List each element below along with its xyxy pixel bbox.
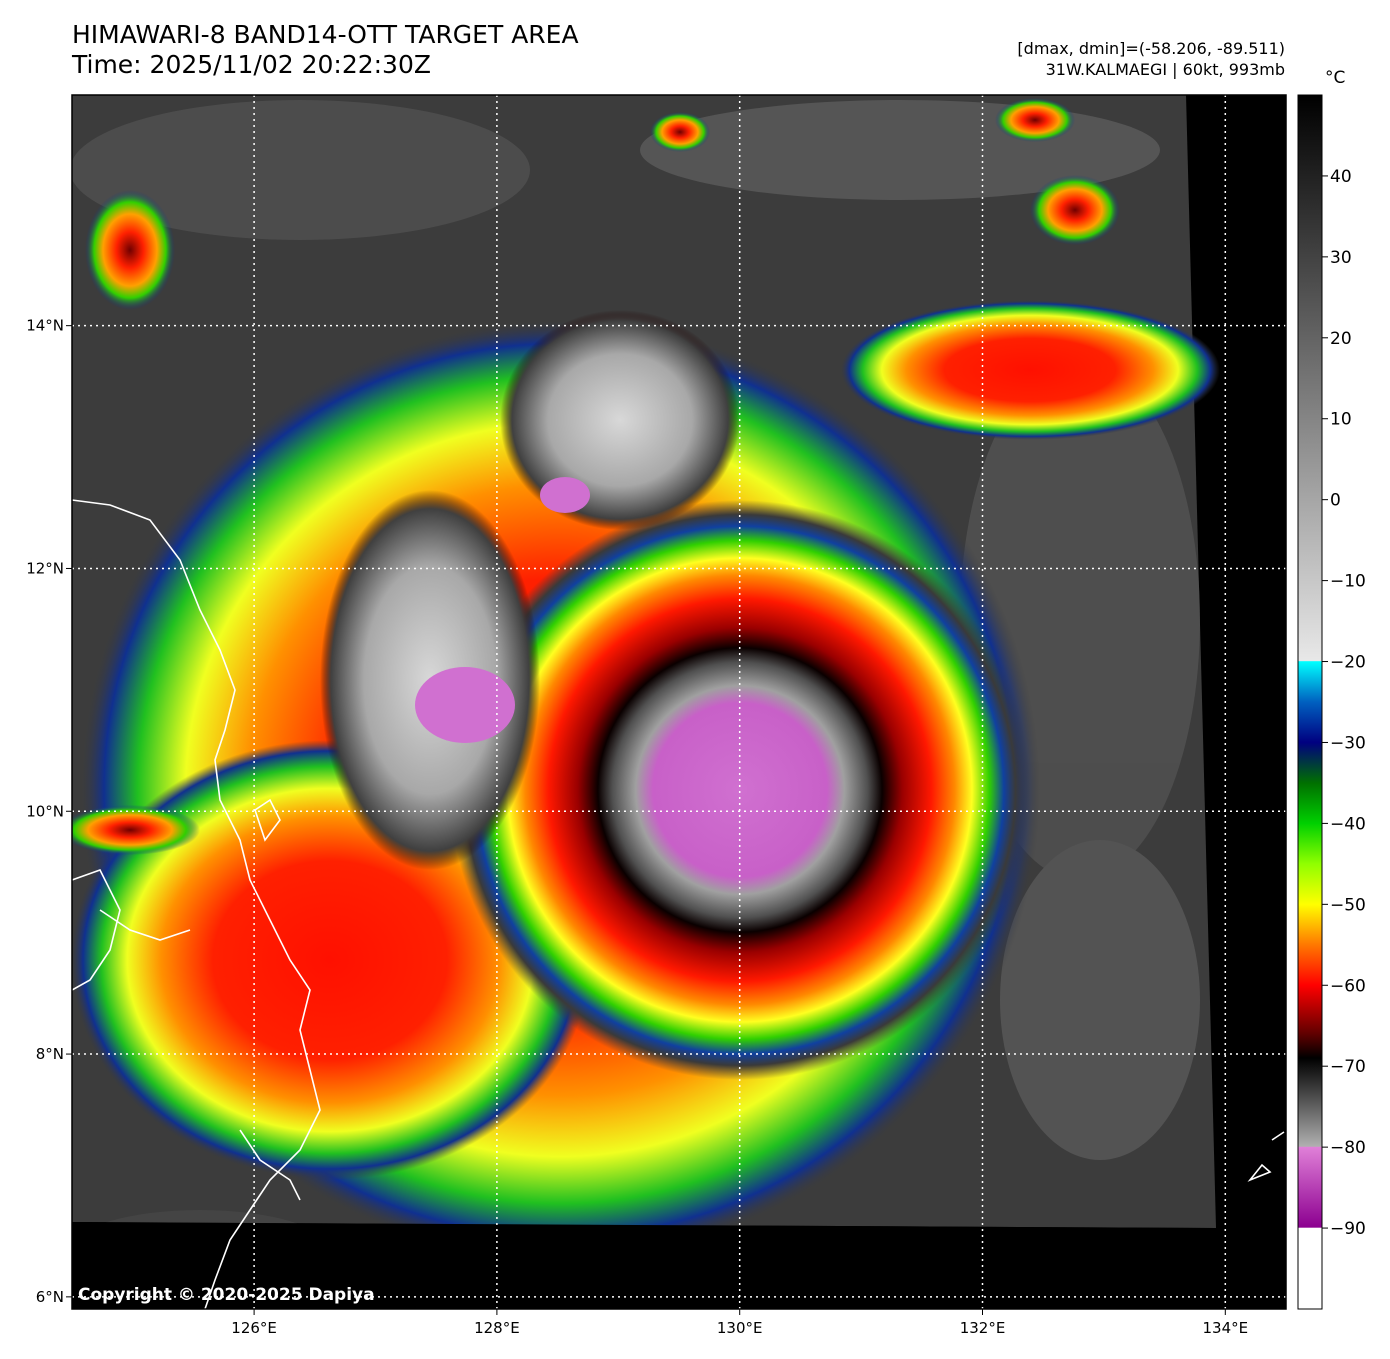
colorbar-tick-label: −80 (1330, 1138, 1366, 1158)
latitude-labels: 6°N 8°N 10°N 12°N 14°N (26, 317, 72, 1306)
colorbar: 40 30 20 10 0 −10 −20 −30 −40 −50 −60 −70 −80 −90 (1297, 94, 1366, 1310)
convective-cell-west (72, 805, 200, 855)
colorbar-tick-label: −30 (1330, 733, 1366, 753)
title-line-time: Time: 2025/11/02 20:22:30Z (72, 50, 431, 79)
colorbar-tick-label: −50 (1330, 895, 1366, 915)
lat-tick-label: 8°N (36, 1045, 64, 1063)
storm-info: [dmax, dmin]=(-58.206, -89.511) 31W.KALM… (1017, 38, 1285, 80)
colorbar-tick-label: 10 (1330, 410, 1352, 430)
lat-tick-label: 14°N (26, 317, 64, 335)
colorbar-tick-label: −70 (1330, 1057, 1366, 1077)
colorbar-tick-label: 30 (1330, 248, 1352, 268)
colorbar-tick-label: −20 (1330, 653, 1366, 673)
map-frame (71, 94, 1287, 1310)
colorbar-tick-label: 0 (1330, 491, 1341, 511)
satellite-image (72, 95, 1286, 1309)
lon-tick-label: 126°E (231, 1319, 277, 1337)
north-cold-top (540, 477, 590, 513)
lon-tick-label: 134°E (1202, 1319, 1248, 1337)
lon-tick-label: 130°E (717, 1319, 763, 1337)
lat-tick-label: 6°N (36, 1288, 64, 1306)
north-convective-tower (500, 310, 740, 530)
colorbar-ticks: 40 30 20 10 0 −10 −20 −30 −40 −50 −60 −70 −80 −90 (1322, 167, 1366, 1239)
longitude-labels: 126°E 128°E 130°E 132°E 134°E (231, 1309, 1248, 1337)
title-line-product: HIMAWARI-8 BAND14-OTT TARGET AREA (72, 20, 579, 49)
colorbar-tick-label: −40 (1330, 814, 1366, 834)
convective-cell-nw (85, 190, 175, 310)
coastline-philippines (72, 499, 1285, 1309)
central-dense-overcast (450, 500, 1030, 1080)
colorbar-tick-label: 40 (1330, 167, 1352, 187)
storm-name-intensity: 31W.KALMAEGI | 60kt, 993mb (1045, 60, 1285, 79)
colorbar-tick-label: 20 (1330, 329, 1352, 349)
colorbar-scale (1297, 94, 1323, 1310)
lat-tick-label: 12°N (26, 559, 64, 577)
colorbar-tick-label: −10 (1330, 572, 1366, 592)
convective-cell-ne (1030, 175, 1120, 245)
lat-tick-label: 10°N (26, 802, 64, 820)
colorbar-tick-label: −90 (1330, 1219, 1366, 1239)
lon-tick-label: 132°E (960, 1319, 1006, 1337)
colorbar-unit: °C (1325, 68, 1346, 88)
temperature-range-text: [dmax, dmin]=(-58.206, -89.511) (1017, 39, 1285, 58)
colorbar-tick-label: −60 (1330, 976, 1366, 996)
west-cold-top (415, 667, 515, 743)
convective-cell-north (650, 112, 710, 152)
figure-title: HIMAWARI-8 BAND14-OTT TARGET AREA Time: … (72, 20, 579, 80)
no-data-south (72, 1222, 1220, 1309)
lat-lon-grid (72, 95, 1286, 1309)
copyright-notice: Copyright © 2020-2025 Dapiya (78, 1285, 375, 1305)
northeast-cloud-band (840, 300, 1220, 440)
lon-tick-label: 128°E (474, 1319, 520, 1337)
convective-cell-top (995, 98, 1075, 142)
